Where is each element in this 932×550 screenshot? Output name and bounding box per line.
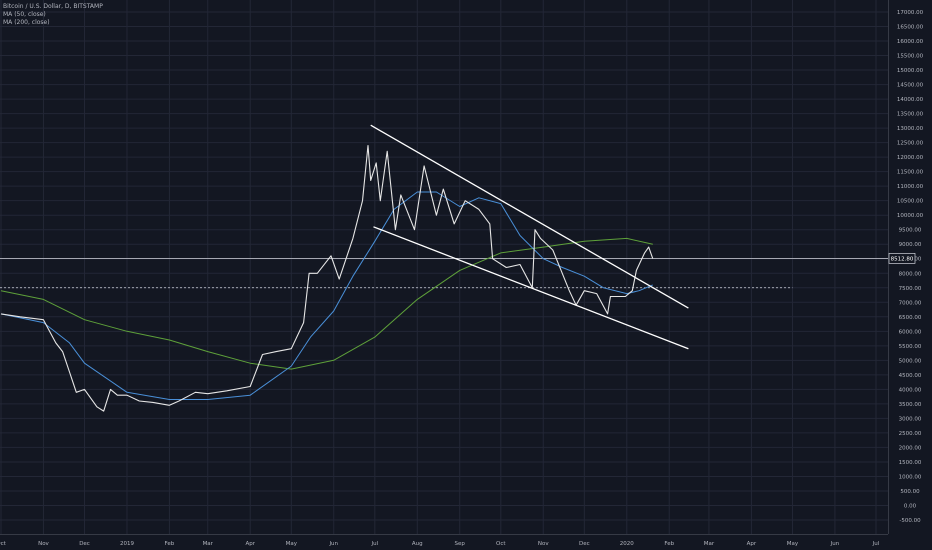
y-tick-label: 16000.00 bbox=[897, 39, 924, 45]
x-tick-label: Jun bbox=[328, 541, 338, 547]
y-tick-label: 9000.00 bbox=[899, 242, 922, 248]
y-tick-label: 0.00 bbox=[904, 503, 917, 509]
y-tick-label: 12500.00 bbox=[897, 141, 924, 147]
symbol-title: Bitcoin / U.S. Dollar, D, BITSTAMP bbox=[3, 3, 103, 10]
y-tick-label: 4500.00 bbox=[899, 373, 922, 379]
y-tick-label: 16500.00 bbox=[897, 25, 924, 31]
y-tick-label: 14500.00 bbox=[897, 83, 924, 89]
y-tick-label: 2500.00 bbox=[899, 431, 922, 437]
x-tick-label: 2019 bbox=[120, 541, 134, 547]
y-tick-label: 10500.00 bbox=[897, 199, 924, 205]
x-tick-label: May bbox=[286, 541, 298, 547]
ma50-series-line bbox=[0, 191, 653, 400]
x-tick-label: Feb bbox=[165, 541, 175, 547]
y-tick-label: 1000.00 bbox=[899, 474, 922, 480]
y-tick-label: 1500.00 bbox=[899, 460, 922, 466]
x-tick-label: Apr bbox=[747, 541, 757, 547]
x-tick-label: Nov bbox=[38, 541, 49, 547]
y-tick-label: 500.00 bbox=[900, 489, 920, 495]
y-tick-label: 5500.00 bbox=[899, 344, 922, 350]
x-tick-label: Mar bbox=[203, 541, 214, 547]
y-tick-label: 12000.00 bbox=[897, 155, 924, 161]
x-tick-label: 2020 bbox=[620, 541, 634, 547]
x-tick-label: Oct bbox=[0, 541, 7, 547]
y-tick-label: 10000.00 bbox=[897, 213, 924, 219]
y-tick-label: 8000.00 bbox=[899, 271, 922, 277]
y-tick-label: 13000.00 bbox=[897, 126, 924, 132]
chart-legend: Bitcoin / U.S. Dollar, D, BITSTAMP MA (5… bbox=[3, 3, 103, 27]
y-tick-label: 15000.00 bbox=[897, 68, 924, 74]
y-tick-label: 6000.00 bbox=[899, 329, 922, 335]
y-tick-label: 11000.00 bbox=[897, 184, 924, 190]
x-tick-label: Aug bbox=[412, 541, 423, 547]
upper-trendline bbox=[370, 124, 689, 309]
last-price-badge bbox=[888, 253, 916, 264]
y-tick-label: 3000.00 bbox=[899, 416, 922, 422]
y-tick-label: 17000.00 bbox=[897, 10, 924, 16]
y-tick-label: 13500.00 bbox=[897, 112, 924, 118]
y-tick-label: 7000.00 bbox=[899, 300, 922, 306]
y-tick-label: 6500.00 bbox=[899, 315, 922, 321]
y-tick-label: 3500.00 bbox=[899, 402, 922, 408]
lower-trendline bbox=[373, 226, 689, 350]
ma50-legend: MA (50, close) bbox=[3, 11, 46, 18]
x-tick-label: May bbox=[787, 541, 799, 547]
price-series-line bbox=[0, 144, 654, 412]
x-tick-label: Apr bbox=[245, 541, 255, 547]
x-tick-label: Oct bbox=[496, 541, 506, 547]
y-tick-label: 14000.00 bbox=[897, 97, 924, 103]
x-tick-label: Feb bbox=[664, 541, 674, 547]
y-tick-label: 7500.00 bbox=[899, 286, 922, 292]
ma200-series-line bbox=[0, 237, 653, 370]
y-tick-label: 9500.00 bbox=[899, 228, 922, 234]
x-tick-label: Dec bbox=[579, 541, 590, 547]
ma200-legend: MA (200, close) bbox=[3, 19, 50, 26]
x-tick-label: Nov bbox=[538, 541, 549, 547]
y-tick-label: -500.00 bbox=[899, 518, 921, 524]
y-tick-label: 5000.00 bbox=[899, 358, 922, 364]
x-tick-label: Jul bbox=[872, 541, 880, 547]
x-tick-label: Sep bbox=[455, 541, 466, 547]
y-tick-label: 11500.00 bbox=[897, 170, 924, 176]
y-tick-label: 2000.00 bbox=[899, 445, 922, 451]
x-tick-label: Jun bbox=[830, 541, 840, 547]
last-price-label: 8512.80 bbox=[891, 256, 914, 262]
x-tick-label: Mar bbox=[704, 541, 715, 547]
x-tick-label: Dec bbox=[79, 541, 90, 547]
x-tick-label: Jul bbox=[371, 541, 379, 547]
y-tick-label: 4000.00 bbox=[899, 387, 922, 393]
y-tick-label: 15500.00 bbox=[897, 54, 924, 60]
